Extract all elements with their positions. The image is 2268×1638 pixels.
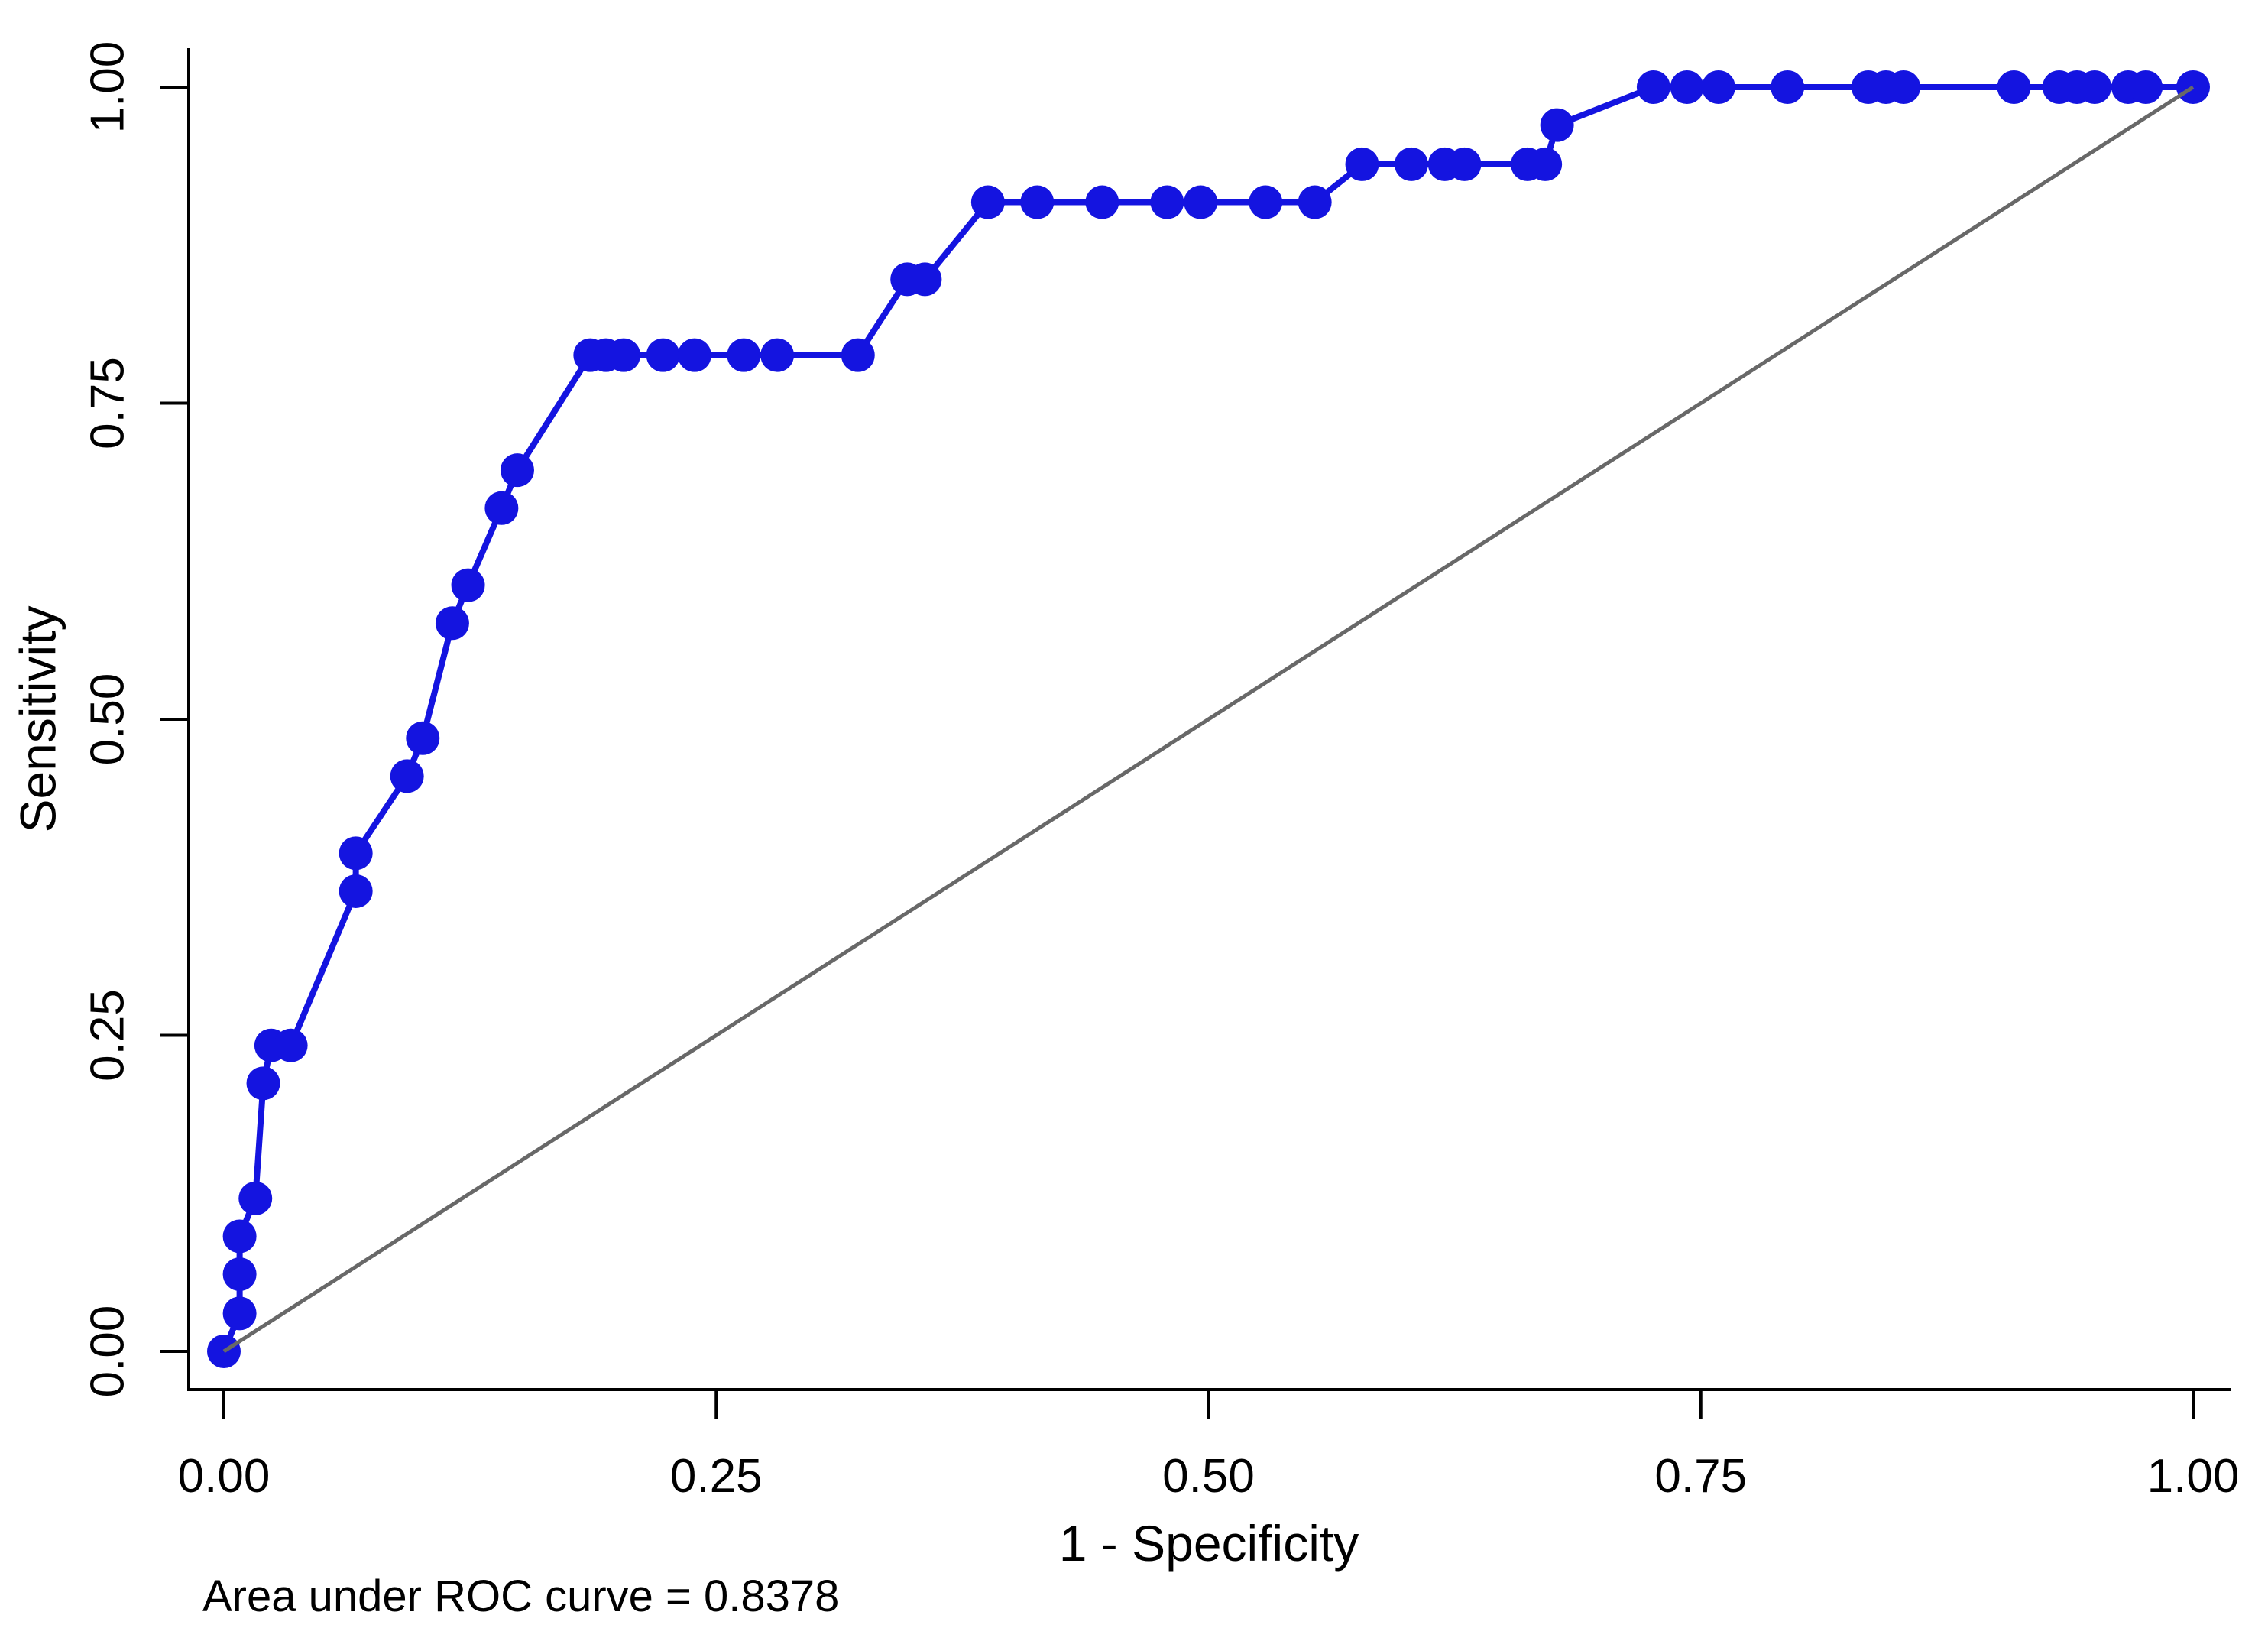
roc-data-point (1887, 70, 1921, 104)
y-tick-label: 0.50 (81, 673, 134, 766)
roc-data-point (1150, 185, 1184, 219)
roc-data-point (451, 568, 485, 602)
x-tick-label: 0.75 (1654, 1450, 1747, 1503)
y-tick-label: 0.75 (81, 357, 134, 449)
roc-data-point (1997, 70, 2031, 104)
roc-data-point (238, 1181, 273, 1215)
roc-data-point (2129, 70, 2163, 104)
roc-data-point (222, 1257, 257, 1292)
roc-series (207, 70, 2210, 1368)
y-axis-tick-labels: 0.00 0.25 0.50 0.75 1.00 (81, 41, 134, 1398)
roc-data-point (500, 453, 534, 488)
x-axis-tick-labels: 0.00 0.25 0.50 0.75 1.00 (178, 1450, 2240, 1503)
x-axis-title: 1 - Specificity (1059, 1515, 1359, 1572)
axes: 0.00 0.25 0.50 0.75 1.00 0.00 0.25 0.50 0.75 1.0… (81, 41, 2239, 1503)
roc-data-point (2078, 70, 2112, 104)
y-axis-ticks (160, 86, 189, 1353)
roc-data-point (1249, 185, 1283, 219)
y-axis-title: Sensitivity (9, 605, 66, 832)
x-tick-label: 0.25 (670, 1450, 763, 1503)
roc-data-point (222, 1219, 257, 1254)
roc-data-point (1298, 185, 1332, 219)
roc-data-point (246, 1066, 280, 1101)
roc-data-point (1771, 70, 1805, 104)
x-tick-label: 0.50 (1162, 1450, 1255, 1503)
roc-data-point (646, 338, 680, 372)
roc-data-point (1394, 147, 1428, 181)
reference-line-group (222, 85, 2195, 1354)
roc-data-point (339, 874, 373, 908)
roc-data-point (1636, 70, 1670, 104)
y-tick-label: 0.00 (81, 1306, 134, 1398)
reference-diagonal-line (222, 85, 2195, 1354)
roc-data-point (1701, 70, 1735, 104)
x-tick-label: 1.00 (2147, 1450, 2240, 1503)
roc-data-point (970, 185, 1005, 219)
y-tick-label: 1.00 (81, 41, 134, 134)
x-tick-label: 0.00 (178, 1450, 271, 1503)
roc-data-point (908, 262, 942, 297)
auc-caption: Area under ROC curve = 0.8378 (202, 1572, 839, 1621)
roc-data-point (390, 759, 424, 793)
roc-data-point (406, 721, 440, 755)
roc-data-point (1184, 185, 1218, 219)
y-tick-label: 0.25 (81, 989, 134, 1082)
roc-data-point (435, 606, 469, 641)
roc-data-point (727, 338, 761, 372)
x-axis-ticks (222, 1390, 2195, 1419)
roc-data-point (1447, 147, 1482, 181)
roc-data-point (484, 491, 519, 525)
roc-data-point (1345, 147, 1379, 181)
roc-data-point (760, 338, 795, 372)
roc-data-point (1670, 70, 1704, 104)
roc-data-point (339, 836, 373, 871)
roc-data-point (274, 1028, 308, 1062)
roc-data-point (1540, 108, 1574, 142)
roc-data-point (1528, 147, 1563, 181)
roc-data-point (1085, 185, 1119, 219)
roc-data-point (222, 1296, 257, 1331)
roc-data-point (841, 338, 875, 372)
roc-data-point (677, 338, 711, 372)
roc-data-point (1020, 185, 1055, 219)
roc-data-point (607, 338, 641, 372)
